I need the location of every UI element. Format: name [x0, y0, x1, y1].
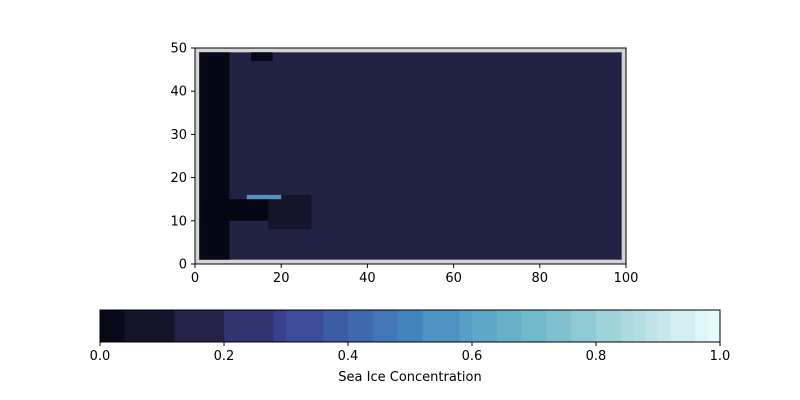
colorbar-segment	[496, 310, 523, 342]
colorbar-tick-label: 0.8	[586, 349, 607, 364]
y-tick-label: 10	[170, 214, 187, 229]
colorbar-segment	[273, 310, 287, 342]
colorbar-axis: 0.0 0.2 0.4 0.6 0.8 1.0	[90, 342, 731, 364]
plot-frame	[194, 47, 627, 265]
colorbar-segment	[100, 310, 126, 342]
ocean-field	[199, 52, 622, 260]
y-tick-label: 20	[170, 171, 187, 186]
heatmap-region	[251, 52, 273, 61]
x-tick-label: 100	[614, 271, 639, 286]
x-tick-label: 60	[445, 271, 462, 286]
sea-ice-heatmap	[195, 48, 626, 264]
colorbar-segment	[645, 310, 659, 342]
colorbar-segment	[323, 310, 349, 342]
colorbar-tick-label: 0.4	[338, 349, 359, 364]
colorbar-segment	[397, 310, 423, 342]
colorbar-segment	[472, 310, 498, 342]
x-tick-label: 0	[191, 271, 199, 286]
colorbar-tick-label: 1.0	[710, 349, 731, 364]
colorbar-segment	[695, 310, 709, 342]
colorbar-tick-label: 0.2	[214, 349, 235, 364]
colorbar-tick-label: 0.0	[90, 349, 111, 364]
y-tick-label: 0	[179, 258, 187, 273]
y-tick-label: 30	[170, 128, 187, 143]
colorbar-segment	[372, 310, 399, 342]
heatmap-region	[246, 194, 282, 200]
colorbar-frame	[99, 309, 721, 343]
colorbar-segment	[286, 310, 324, 342]
y-tick-label: 50	[170, 42, 187, 57]
x-tick-label: 80	[532, 271, 549, 286]
plot-axes: 0 20 40 60 80 100 0 10 20 30 40 50	[170, 42, 638, 287]
colorbar-segment	[620, 310, 634, 342]
colorbar-segment	[348, 310, 374, 342]
colorbar-segment	[224, 310, 275, 342]
x-tick-label: 40	[359, 271, 376, 286]
colorbar-segment	[596, 310, 622, 342]
colorbar-segment	[422, 310, 461, 342]
colorbar-segment	[707, 310, 721, 342]
colorbar-segment	[459, 310, 473, 342]
colorbar-segment	[670, 310, 696, 342]
colorbar-segment	[174, 310, 225, 342]
y-tick-label: 40	[170, 85, 187, 100]
colorbar-segment	[658, 310, 671, 342]
colorbar-segment	[633, 310, 647, 342]
x-tick-label: 20	[273, 271, 290, 286]
colorbar-label: Sea Ice Concentration	[338, 370, 481, 385]
colorbar-segment	[124, 310, 175, 342]
heatmap-region	[268, 194, 312, 230]
heatmap-region	[207, 56, 226, 256]
colorbar-segment	[571, 310, 597, 342]
colorbar	[100, 310, 721, 342]
colorbar-segment	[521, 310, 547, 342]
colorbar-segment	[546, 310, 572, 342]
colorbar-tick-label: 0.6	[462, 349, 483, 364]
